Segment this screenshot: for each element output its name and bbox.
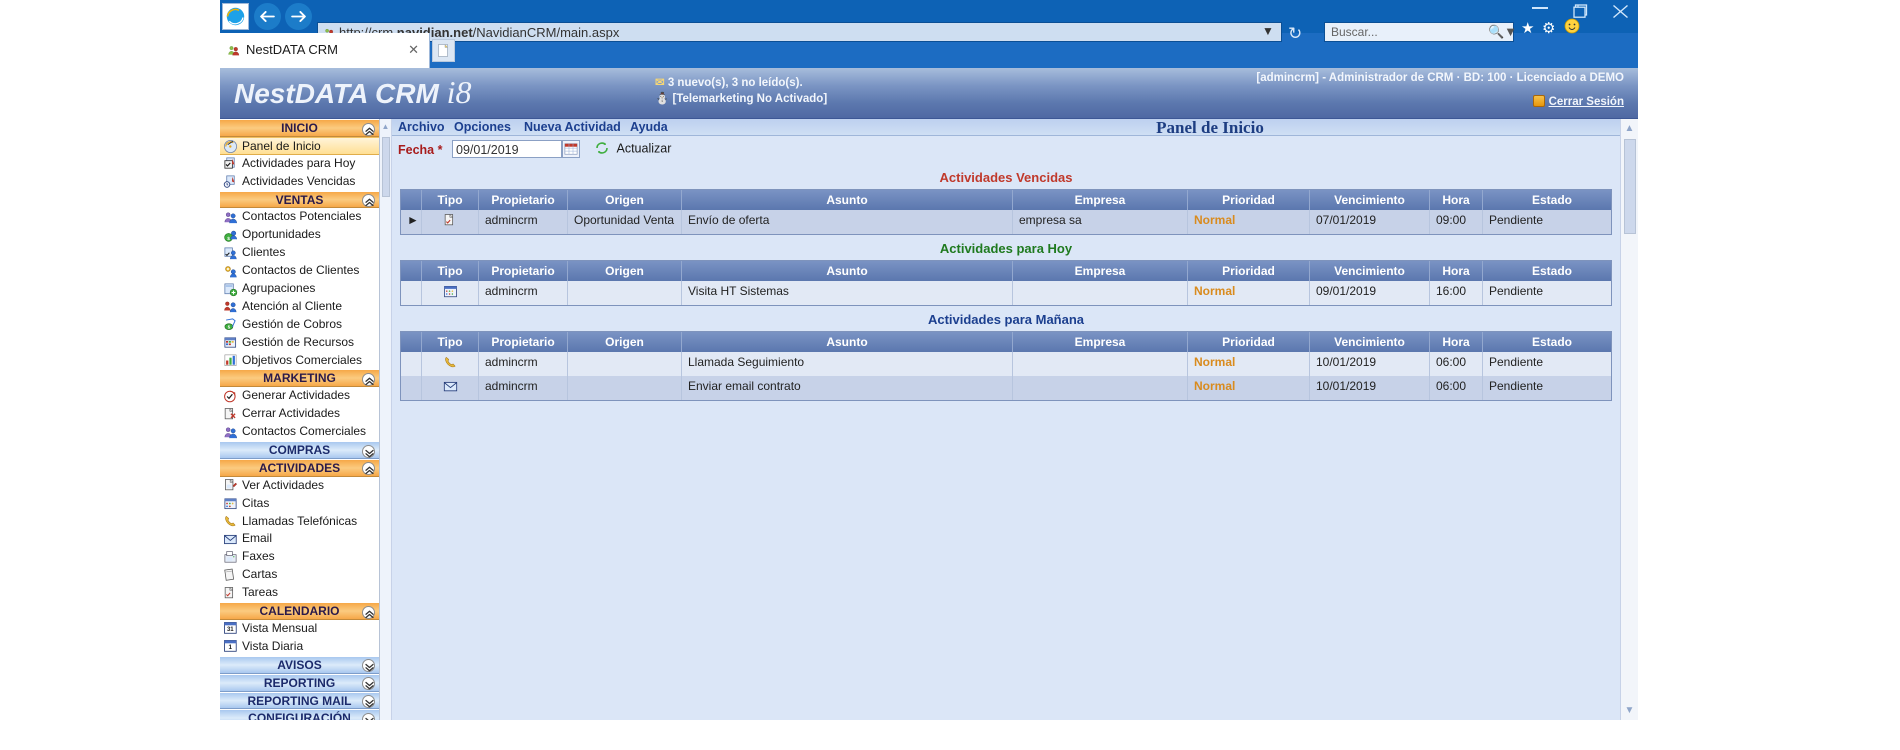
- svg-text:1: 1: [229, 644, 233, 651]
- svg-text:$: $: [227, 236, 230, 242]
- svg-text:31: 31: [227, 627, 234, 633]
